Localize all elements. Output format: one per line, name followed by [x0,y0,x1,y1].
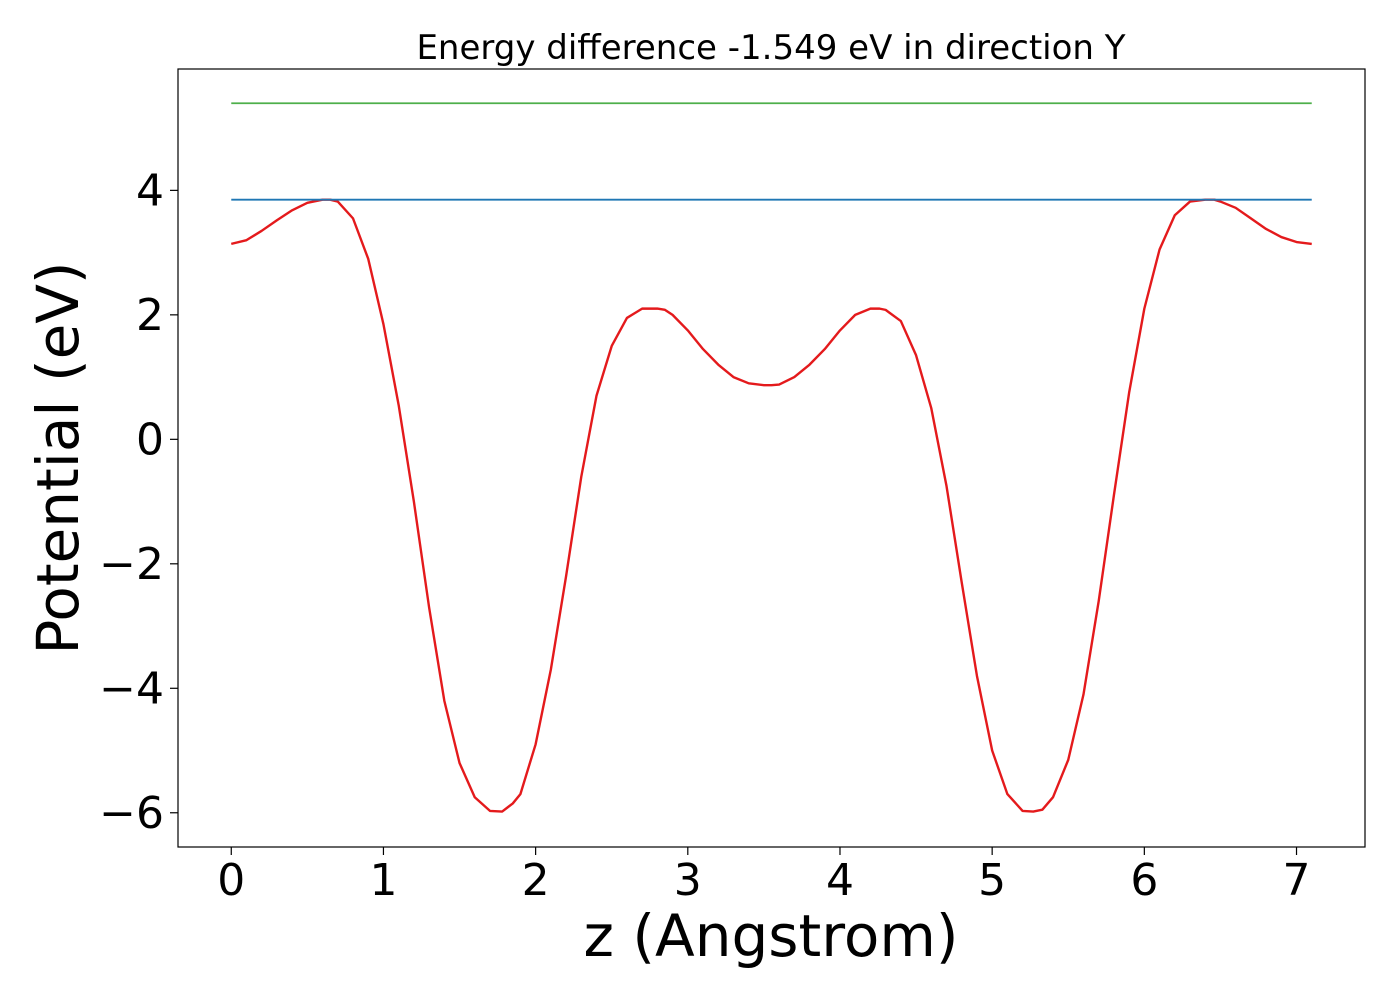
chart-title: Energy difference -1.549 eV in direction… [416,28,1125,68]
x-axis-label: z (Angstrom) [584,902,959,970]
series-line-0 [230,198,1312,813]
y-axis: −6 −4 −2 0 2 4 [99,165,178,839]
y-tick-label: −6 [99,788,164,839]
y-axis-label: Potential (eV) [24,261,92,654]
x-tick-label: 4 [826,855,854,906]
x-tick-label: 2 [522,855,550,906]
x-axis: 0 1 2 3 4 5 6 7 [217,847,1311,906]
x-tick-label: 0 [217,855,245,906]
y-tick-label: −2 [99,539,164,590]
series-layer [230,102,1312,813]
x-tick-label: 6 [1130,855,1158,906]
x-tick-label: 1 [369,855,397,906]
y-tick-label: 0 [136,414,164,465]
x-tick-label: 5 [978,855,1006,906]
x-tick-label: 3 [674,855,702,906]
plot-frame [177,68,1366,848]
y-tick-label: 4 [136,165,164,216]
x-tick-label: 7 [1283,855,1311,906]
y-tick-label: −4 [99,663,164,714]
y-tick-label: 2 [136,290,164,341]
